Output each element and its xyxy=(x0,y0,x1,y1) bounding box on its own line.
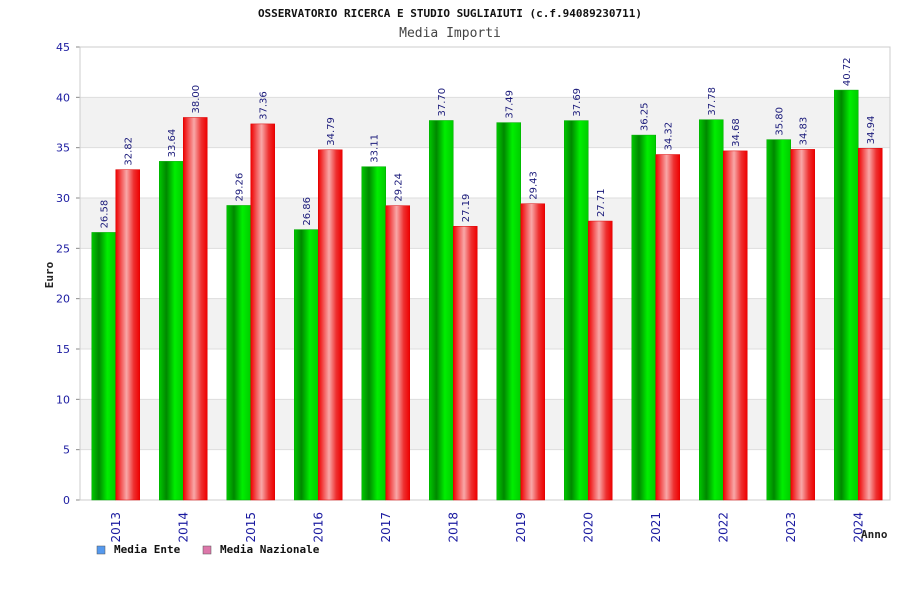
x-tick-label: 2015 xyxy=(244,512,258,543)
grid-band xyxy=(80,349,890,400)
bar-media-ente xyxy=(429,120,454,501)
x-tick-label: 2016 xyxy=(311,512,325,543)
data-label: 37.36 xyxy=(259,91,270,120)
data-label: 33.11 xyxy=(370,134,381,163)
bar-media-nazionale xyxy=(385,205,410,501)
bar-media-ente xyxy=(699,119,724,501)
data-label: 37.49 xyxy=(505,90,516,119)
x-axis-label: Anno xyxy=(861,528,888,541)
data-label: 37.70 xyxy=(437,88,448,117)
data-label: 35.80 xyxy=(775,107,786,136)
data-label: 29.43 xyxy=(529,171,540,200)
data-label: 40.72 xyxy=(842,57,853,86)
bar-media-nazionale xyxy=(520,203,545,501)
data-label: 34.83 xyxy=(799,117,810,146)
grid-band xyxy=(80,97,890,148)
data-label: 34.94 xyxy=(866,116,877,145)
y-tick-label: 5 xyxy=(63,444,70,457)
legend: Media Ente Media Nazionale xyxy=(96,543,320,556)
legend-swatch xyxy=(96,545,106,555)
data-label: 34.32 xyxy=(664,122,675,151)
data-label: 37.78 xyxy=(707,87,718,116)
plot-frame xyxy=(79,46,891,501)
data-label: 29.24 xyxy=(394,173,405,202)
grid-band xyxy=(80,47,890,98)
legend-label: Media Ente xyxy=(114,543,181,556)
x-tick-label: 2019 xyxy=(514,512,528,543)
bar-media-ente xyxy=(226,205,251,501)
y-tick-label: 30 xyxy=(56,192,70,205)
data-label: 38.00 xyxy=(191,85,202,114)
x-tick-label: 2021 xyxy=(649,512,663,543)
bar-media-ente xyxy=(496,122,521,501)
bar-media-nazionale xyxy=(250,123,275,501)
bar-media-nazionale xyxy=(858,148,883,501)
bar-media-ente xyxy=(766,139,791,501)
y-tick-label: 25 xyxy=(56,242,70,255)
bar-media-ente xyxy=(159,161,184,501)
y-axis-label: Euro xyxy=(43,261,56,288)
bar-media-nazionale xyxy=(723,150,748,501)
x-tick-label: 2024 xyxy=(851,512,865,543)
x-tick-label: 2014 xyxy=(176,512,190,543)
bar-media-ente xyxy=(294,229,319,501)
x-tick-label: 2013 xyxy=(109,512,123,543)
grid-band xyxy=(80,198,890,249)
data-label: 37.69 xyxy=(572,88,583,117)
bar-media-nazionale xyxy=(183,117,208,501)
bar-media-nazionale xyxy=(790,149,815,501)
bar-media-ente xyxy=(834,89,859,501)
grid-band xyxy=(80,298,890,349)
data-label: 36.25 xyxy=(640,102,651,131)
x-tick-label: 2022 xyxy=(716,512,730,543)
bar-media-ente xyxy=(631,134,656,501)
y-tick-label: 15 xyxy=(56,343,70,356)
data-label: 26.58 xyxy=(100,200,111,229)
y-tick-label: 10 xyxy=(56,393,70,406)
data-label: 27.19 xyxy=(461,194,472,223)
grid-band xyxy=(80,449,890,500)
y-tick-label: 20 xyxy=(56,293,70,306)
y-tick-label: 35 xyxy=(56,142,70,155)
grid-band xyxy=(80,147,890,198)
bar-media-nazionale xyxy=(115,169,140,501)
data-label: 29.26 xyxy=(235,173,246,202)
chart-title: OSSERVATORIO RICERCA E STUDIO SUGLIAIUTI… xyxy=(258,7,642,20)
data-label: 34.68 xyxy=(731,118,742,147)
x-tick-label: 2023 xyxy=(784,512,798,543)
bar-media-nazionale xyxy=(453,226,478,501)
data-label: 26.86 xyxy=(302,197,313,226)
grid-band xyxy=(80,248,890,299)
chart-subtitle: Media Importi xyxy=(399,26,501,41)
y-tick-label: 45 xyxy=(56,41,70,54)
legend-label: Media Nazionale xyxy=(220,543,320,556)
data-label: 33.64 xyxy=(167,129,178,158)
x-tick-label: 2018 xyxy=(446,512,460,543)
data-label: 32.82 xyxy=(124,137,135,166)
bar-media-nazionale xyxy=(655,154,680,501)
x-tick-label: 2017 xyxy=(379,512,393,543)
y-tick-label: 40 xyxy=(56,91,70,104)
grid-band xyxy=(80,399,890,450)
bar-media-ente xyxy=(91,232,116,501)
data-label: 27.71 xyxy=(596,188,607,217)
x-tick-label: 2020 xyxy=(581,512,595,543)
y-tick-label: 0 xyxy=(63,494,70,507)
bar-media-ente xyxy=(564,120,589,501)
bar-media-nazionale xyxy=(588,220,613,501)
bar-media-nazionale xyxy=(318,149,343,501)
data-label: 34.79 xyxy=(326,117,337,146)
bar-media-ente xyxy=(361,166,386,501)
plot-area: 0 5 10 15 20 25 30 35 40 45 26.58 32.82 2013 33.64 38.… xyxy=(56,41,891,543)
legend-swatch xyxy=(202,545,212,555)
